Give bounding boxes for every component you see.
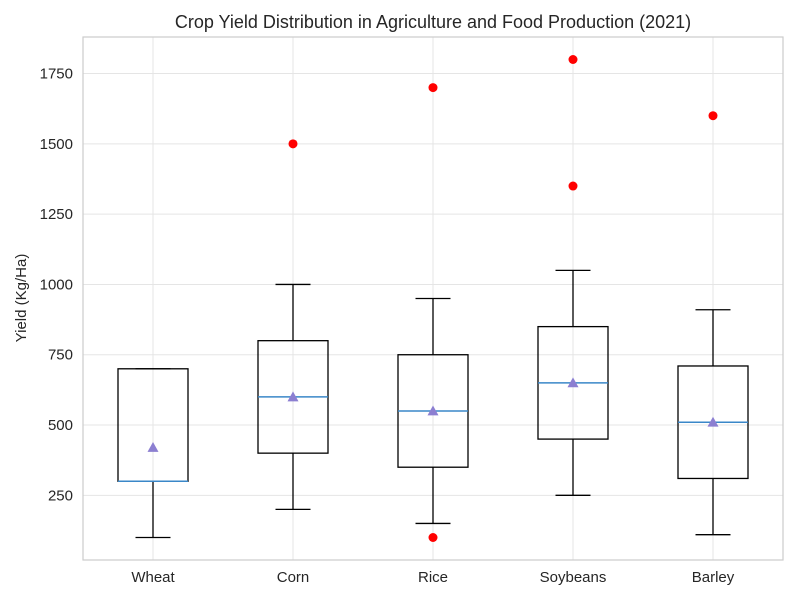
x-tick-label: Rice [418,569,448,586]
outlier-point [428,83,438,93]
box-group-barley [677,111,749,536]
mean-marker [147,442,159,452]
chart-title: Crop Yield Distribution in Agriculture a… [175,12,691,32]
plot-frame [82,36,784,561]
outlier-point [708,111,718,121]
x-tick-label: Barley [692,569,735,586]
outlier-point [288,139,298,149]
outlier-point [568,181,578,191]
mean-marker [287,391,299,402]
box-group-soybeans [537,54,609,496]
box-group-wheat [117,368,189,539]
y-tick-label: 500 [48,417,73,434]
y-tick-label: 1750 [40,66,73,83]
y-tick-label: 1500 [40,136,73,153]
mean-marker [427,405,439,416]
axes-layer: 250 500 750 1000 1250 1500 1750 Wheat Corn Rice So… [40,66,735,586]
mean-marker [567,377,579,388]
y-tick-label: 1000 [40,276,73,293]
x-tick-label: Wheat [131,569,175,586]
y-tick-label: 1250 [40,206,73,223]
x-tick-label: Soybeans [540,569,607,586]
boxes-layer [117,54,749,543]
y-axis-label: Yield (Kg/Ha) [13,254,30,343]
x-tick-label: Corn [277,569,310,586]
box-group-rice [397,83,469,543]
mean-marker [707,416,719,427]
outlier-point [428,533,438,543]
y-tick-label: 250 [48,487,73,504]
box-group-corn [257,139,329,511]
y-tick-label: 750 [48,347,73,364]
outlier-point [568,54,578,64]
